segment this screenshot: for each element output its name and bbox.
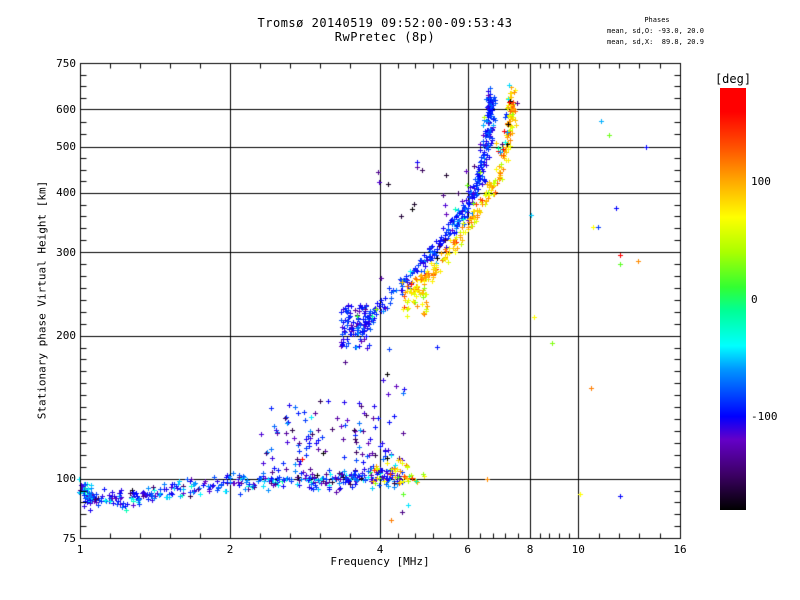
y-tick-label: 500 — [56, 140, 76, 154]
colorbar-unit-label: [deg] — [714, 72, 752, 86]
x-tick-label: 2 — [226, 543, 234, 556]
x-tick-label: 10 — [571, 543, 585, 556]
plot-subtitle: RwPretec (8p) — [334, 30, 436, 44]
x-tick-label: 16 — [673, 543, 687, 556]
y-tick-label: 200 — [56, 329, 76, 343]
colorbar-tick-label: 100 — [751, 175, 771, 189]
y-tick-label: 600 — [56, 102, 76, 116]
phase-stats: Phases mean, sd,O: -93.0, 20.0 mean, sd,… — [607, 15, 707, 48]
x-axis-label: Frequency [MHz] — [330, 555, 430, 568]
y-tick-label: 100 — [56, 472, 76, 486]
x-tick-label: 1 — [76, 543, 84, 556]
phase-stats-x-mode: mean, sd,X: 89.8, 20.9 — [607, 38, 704, 46]
y-tick-label: 750 — [56, 56, 76, 70]
colorbar-tick-label: 0 — [751, 292, 758, 306]
colorbar-gradient — [720, 88, 746, 510]
y-tick-label: 400 — [56, 186, 76, 200]
colorbar-tick-label: -100 — [751, 409, 778, 423]
y-tick-label: 75 — [62, 531, 76, 545]
y-tick-label: 300 — [56, 245, 76, 259]
phase-stats-o-mode: mean, sd,O: -93.0, 20.0 — [607, 27, 704, 35]
y-axis-label: Stationary phase Virtual Height [km] — [35, 180, 49, 420]
x-tick-label: 6 — [464, 543, 472, 556]
x-tick-label: 4 — [376, 543, 384, 556]
x-tick-label: 8 — [526, 543, 534, 556]
plot-title: Tromsø 20140519 09:52:00-09:53:43 — [257, 16, 513, 30]
phase-stats-heading: Phases — [644, 16, 670, 24]
